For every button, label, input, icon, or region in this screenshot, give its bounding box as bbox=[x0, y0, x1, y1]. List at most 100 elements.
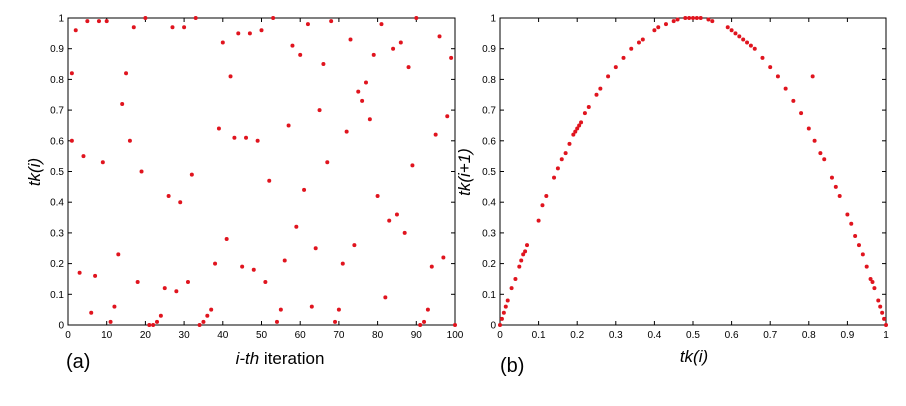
data-point-a-73 bbox=[348, 37, 353, 42]
data-point-a-53 bbox=[271, 16, 276, 20]
data-point-a-55 bbox=[278, 307, 283, 312]
data-point-a-74 bbox=[352, 243, 357, 248]
data-point-b-37 bbox=[663, 22, 668, 27]
y-tick-label-a-3: 0.3 bbox=[50, 228, 64, 239]
data-point-a-3 bbox=[77, 270, 82, 275]
data-point-b-66 bbox=[829, 175, 834, 180]
data-point-b-62 bbox=[810, 74, 815, 79]
data-point-b-57 bbox=[775, 74, 780, 79]
x-axis-label-a-rest: iteration bbox=[259, 349, 324, 368]
data-point-a-13 bbox=[116, 252, 121, 257]
data-point-b-11 bbox=[525, 243, 530, 248]
data-point-a-52 bbox=[267, 178, 272, 183]
data-point-a-0 bbox=[69, 71, 74, 76]
data-point-a-86 bbox=[398, 40, 403, 45]
data-point-a-42 bbox=[228, 74, 233, 79]
data-point-a-78 bbox=[367, 117, 372, 122]
data-point-a-29 bbox=[178, 200, 183, 205]
data-point-a-94 bbox=[429, 264, 434, 269]
x-tick-label-a-4: 40 bbox=[217, 330, 229, 341]
data-point-b-56 bbox=[768, 65, 773, 70]
data-point-a-38 bbox=[213, 261, 218, 266]
data-point-a-71 bbox=[340, 261, 345, 266]
data-point-b-78 bbox=[876, 298, 881, 303]
data-point-b-48 bbox=[729, 28, 734, 33]
data-point-a-49 bbox=[255, 138, 260, 143]
plot-area-b bbox=[499, 17, 887, 326]
panel-a: 0 10 20 30 40 50 60 70 80 90 100 0 0.1 0.2 0.3 0.4 0.5 0.… bbox=[25, 14, 464, 374]
data-point-a-41 bbox=[224, 237, 229, 242]
data-point-a-98 bbox=[445, 114, 450, 119]
data-point-a-24 bbox=[158, 313, 163, 318]
data-point-a-61 bbox=[302, 187, 307, 192]
data-point-a-11 bbox=[108, 319, 113, 324]
data-point-b-80 bbox=[880, 310, 885, 315]
x-tick-label-b-9: 0.9 bbox=[840, 330, 854, 341]
x-tick-label-b-4: 0.4 bbox=[647, 330, 661, 341]
y-axis-label-a: tk(i) bbox=[25, 158, 44, 186]
data-point-a-79 bbox=[371, 52, 376, 57]
y-axis-label-b: tk(i+1) bbox=[455, 148, 474, 196]
x-tick-label-b-2: 0.2 bbox=[570, 330, 584, 341]
x-tick-label-a-9: 90 bbox=[411, 330, 423, 341]
data-point-a-70 bbox=[336, 307, 341, 312]
x-axis-label-a: i-th iteration bbox=[236, 349, 325, 368]
data-point-b-22 bbox=[575, 126, 580, 131]
data-point-a-6 bbox=[89, 310, 94, 315]
data-point-b-32 bbox=[629, 46, 634, 51]
data-point-a-32 bbox=[189, 172, 194, 177]
plot-area-a bbox=[67, 17, 456, 326]
y-tick-label-a-0: 0 bbox=[58, 321, 64, 332]
data-point-b-38 bbox=[671, 19, 676, 24]
data-point-b-9 bbox=[521, 252, 526, 257]
y-tick-label-a-10: 1 bbox=[58, 14, 64, 25]
data-point-b-39 bbox=[675, 17, 680, 22]
x-tick-label-a-0: 0 bbox=[65, 330, 71, 341]
data-point-b-31 bbox=[621, 55, 626, 60]
x-tick-label-b-0: 0 bbox=[497, 330, 503, 341]
data-point-a-81 bbox=[379, 22, 384, 27]
data-point-a-23 bbox=[155, 319, 160, 324]
data-point-a-30 bbox=[182, 25, 187, 30]
data-point-b-30 bbox=[613, 65, 618, 70]
x-tick-label-a-1: 10 bbox=[101, 330, 113, 341]
data-point-a-64 bbox=[313, 246, 318, 251]
data-point-b-68 bbox=[837, 194, 842, 199]
x-tick-label-b-10: 1 bbox=[883, 330, 889, 341]
data-point-b-61 bbox=[806, 126, 811, 131]
data-point-b-43 bbox=[694, 16, 699, 20]
data-point-a-25 bbox=[162, 286, 167, 291]
data-point-a-76 bbox=[360, 98, 365, 103]
data-point-b-53 bbox=[748, 43, 753, 48]
data-point-b-3 bbox=[503, 304, 508, 309]
data-point-b-6 bbox=[513, 276, 518, 281]
data-point-a-75 bbox=[356, 89, 361, 94]
x-tick-label-b-5: 0.5 bbox=[686, 330, 700, 341]
y-tick-label-b-3: 0.3 bbox=[482, 228, 496, 239]
data-point-a-56 bbox=[282, 258, 287, 263]
data-point-b-0 bbox=[498, 323, 502, 327]
y-tick-label-a-6: 0.6 bbox=[50, 136, 64, 147]
data-point-a-95 bbox=[433, 132, 438, 137]
data-point-b-23 bbox=[577, 123, 582, 128]
data-point-b-52 bbox=[745, 40, 750, 45]
data-point-b-28 bbox=[598, 86, 603, 91]
data-point-b-50 bbox=[737, 34, 742, 39]
ticks-a: 0 10 20 30 40 50 60 70 80 90 100 0 0.1 0.2 0.3 0.4 0.5 0.… bbox=[50, 14, 464, 342]
y-tick-label-b-10: 1 bbox=[490, 14, 496, 25]
data-point-a-40 bbox=[220, 40, 225, 45]
data-point-a-43 bbox=[232, 135, 237, 140]
data-point-b-4 bbox=[505, 298, 510, 303]
data-point-a-62 bbox=[305, 22, 310, 27]
data-point-b-14 bbox=[544, 194, 549, 199]
data-point-a-26 bbox=[166, 194, 171, 199]
x-tick-label-b-8: 0.8 bbox=[802, 330, 816, 341]
panel-label-a: (a) bbox=[66, 351, 90, 373]
data-point-a-66 bbox=[321, 62, 326, 67]
data-point-a-16 bbox=[127, 138, 132, 143]
data-point-b-1 bbox=[499, 316, 504, 321]
y-tick-label-b-4: 0.4 bbox=[482, 198, 496, 209]
y-tick-label-b-1: 0.1 bbox=[482, 290, 496, 301]
data-point-b-2 bbox=[501, 310, 506, 315]
data-point-b-26 bbox=[586, 105, 591, 110]
